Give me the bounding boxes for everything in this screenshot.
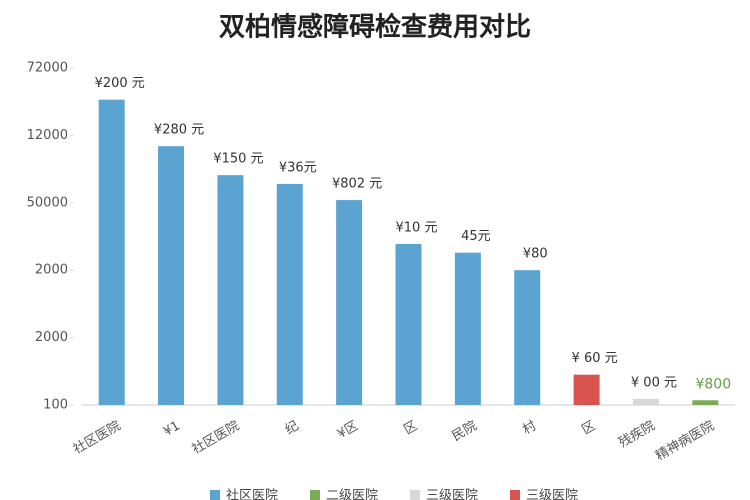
legend-swatch [210,490,220,500]
bar [573,374,600,405]
value-label: ¥800 [695,376,731,392]
legend-swatch [310,490,320,500]
chart-title: 双柏情感障碍检查费用对比 [219,12,531,43]
value-label: ¥802 元 [332,177,382,192]
bar [158,146,185,405]
value-label: ¥10 元 [396,220,438,235]
bar [98,99,125,405]
x-tick-label: ¥1 [161,419,183,440]
x-tick-label: 纪 [283,419,302,438]
x-tick-label: ¥区 [335,419,361,443]
x-tick-label: 精神病医院 [653,419,717,464]
value-label: ¥ 60 元 [572,351,618,366]
bar [514,270,541,405]
value-label: ¥ 00 元 [631,375,677,390]
legend-label: 三级医院 [526,489,578,500]
y-tick-label: 72000 [27,61,68,76]
bar [454,252,481,405]
value-label: 45元 [461,229,491,244]
value-label: ¥150 元 [213,152,263,167]
x-tick-label: 社区医院 [189,418,242,458]
x-tick-label: 残疾院 [616,419,657,451]
y-tick-label: 12000 [27,128,68,143]
bar [336,200,363,405]
value-label: ¥280 元 [154,123,204,138]
legend-label: 社区医院 [226,488,278,500]
legend-swatch [410,490,420,500]
legend-swatch [510,490,520,500]
value-label: ¥80 [523,247,548,262]
y-tick-label: 2000 [35,263,68,278]
y-tick-label: 100 [43,398,68,413]
x-tick-label: 民院 [450,419,480,445]
x-tick-label: 村 [520,419,539,438]
x-tick-label: 社区医院 [70,418,123,458]
bar [692,400,719,405]
value-label: ¥36元 [279,160,317,175]
x-tick-label: 区 [580,419,599,438]
bar [217,175,244,405]
legend-label: 二级医院 [326,489,378,500]
legend-label: 三级医院 [426,489,478,500]
bar [276,183,303,405]
y-tick-label: 50000 [27,195,68,210]
y-tick-label: 2000 [35,330,68,345]
x-tick-label: 区 [401,419,420,438]
bar [632,398,659,405]
value-label: ¥200 元 [95,76,145,91]
bar [395,243,422,405]
